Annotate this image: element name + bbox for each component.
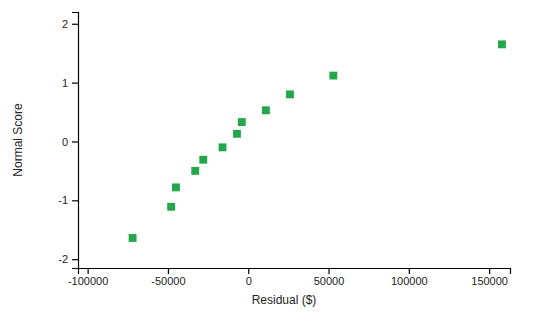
point bbox=[329, 72, 337, 80]
y-axis-title: Normal Score bbox=[11, 103, 25, 177]
x-tick-label: 100000 bbox=[391, 275, 428, 287]
point bbox=[172, 183, 180, 191]
x-tick-mark bbox=[168, 268, 169, 274]
x-tick: 50000 bbox=[314, 268, 345, 287]
y-tick: -2 bbox=[58, 253, 78, 265]
x-tick-mark bbox=[409, 268, 410, 274]
x-axis: -100000 -50000 0 50000 100000 150000 bbox=[68, 268, 511, 287]
x-tick-label: -100000 bbox=[68, 275, 108, 287]
point bbox=[262, 106, 270, 114]
y-tick: -1 bbox=[58, 194, 78, 206]
x-axis-line bbox=[79, 269, 511, 275]
point bbox=[199, 156, 207, 164]
x-tick-mark bbox=[88, 268, 89, 274]
y-axis: -2 -1 0 1 2 bbox=[58, 13, 78, 269]
x-tick: 100000 bbox=[391, 268, 428, 287]
x-tick-label: 50000 bbox=[314, 275, 345, 287]
point bbox=[219, 143, 227, 151]
y-tick: 2 bbox=[62, 18, 78, 30]
x-tick: 0 bbox=[246, 268, 252, 287]
point bbox=[238, 118, 246, 126]
y-tick-label: 1 bbox=[62, 77, 68, 89]
x-tick-mark bbox=[328, 268, 329, 274]
point bbox=[191, 167, 199, 175]
y-tick-mark bbox=[72, 141, 78, 142]
x-tick-label: -50000 bbox=[151, 275, 185, 287]
x-tick: -100000 bbox=[68, 268, 108, 287]
x-tick-label: 0 bbox=[246, 275, 252, 287]
point bbox=[233, 130, 241, 138]
y-axis-line bbox=[72, 13, 79, 269]
point bbox=[129, 234, 137, 242]
y-tick-mark bbox=[72, 24, 78, 25]
point bbox=[498, 40, 506, 48]
point bbox=[167, 203, 175, 211]
x-axis-title: Residual ($) bbox=[252, 293, 317, 307]
x-tick: 150000 bbox=[471, 268, 508, 287]
x-tick-label: 150000 bbox=[471, 275, 508, 287]
y-tick-label: 2 bbox=[62, 18, 68, 30]
y-tick: 1 bbox=[62, 77, 78, 89]
y-tick-mark bbox=[72, 259, 78, 260]
x-tick: -50000 bbox=[151, 268, 185, 287]
y-tick: 0 bbox=[62, 135, 78, 147]
x-tick-mark bbox=[489, 268, 490, 274]
y-tick-label: -1 bbox=[58, 194, 68, 206]
x-tick-mark bbox=[248, 268, 249, 274]
chart: -100000 -50000 0 50000 100000 150000 -2 -1 0 1 2 Re… bbox=[0, 0, 547, 334]
y-tick-mark bbox=[72, 200, 78, 201]
y-tick-label: 0 bbox=[62, 135, 68, 147]
points bbox=[129, 40, 506, 241]
y-tick-label: -2 bbox=[58, 253, 68, 265]
point bbox=[286, 90, 294, 98]
y-tick-mark bbox=[72, 83, 78, 84]
